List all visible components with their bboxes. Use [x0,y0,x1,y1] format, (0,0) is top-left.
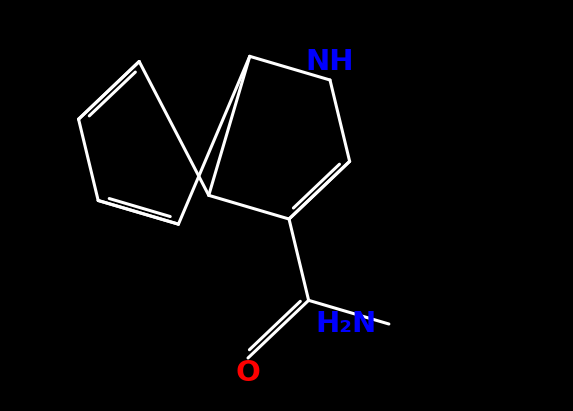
Text: NH: NH [306,48,354,76]
Text: H₂N: H₂N [316,310,377,338]
Text: O: O [236,359,261,387]
